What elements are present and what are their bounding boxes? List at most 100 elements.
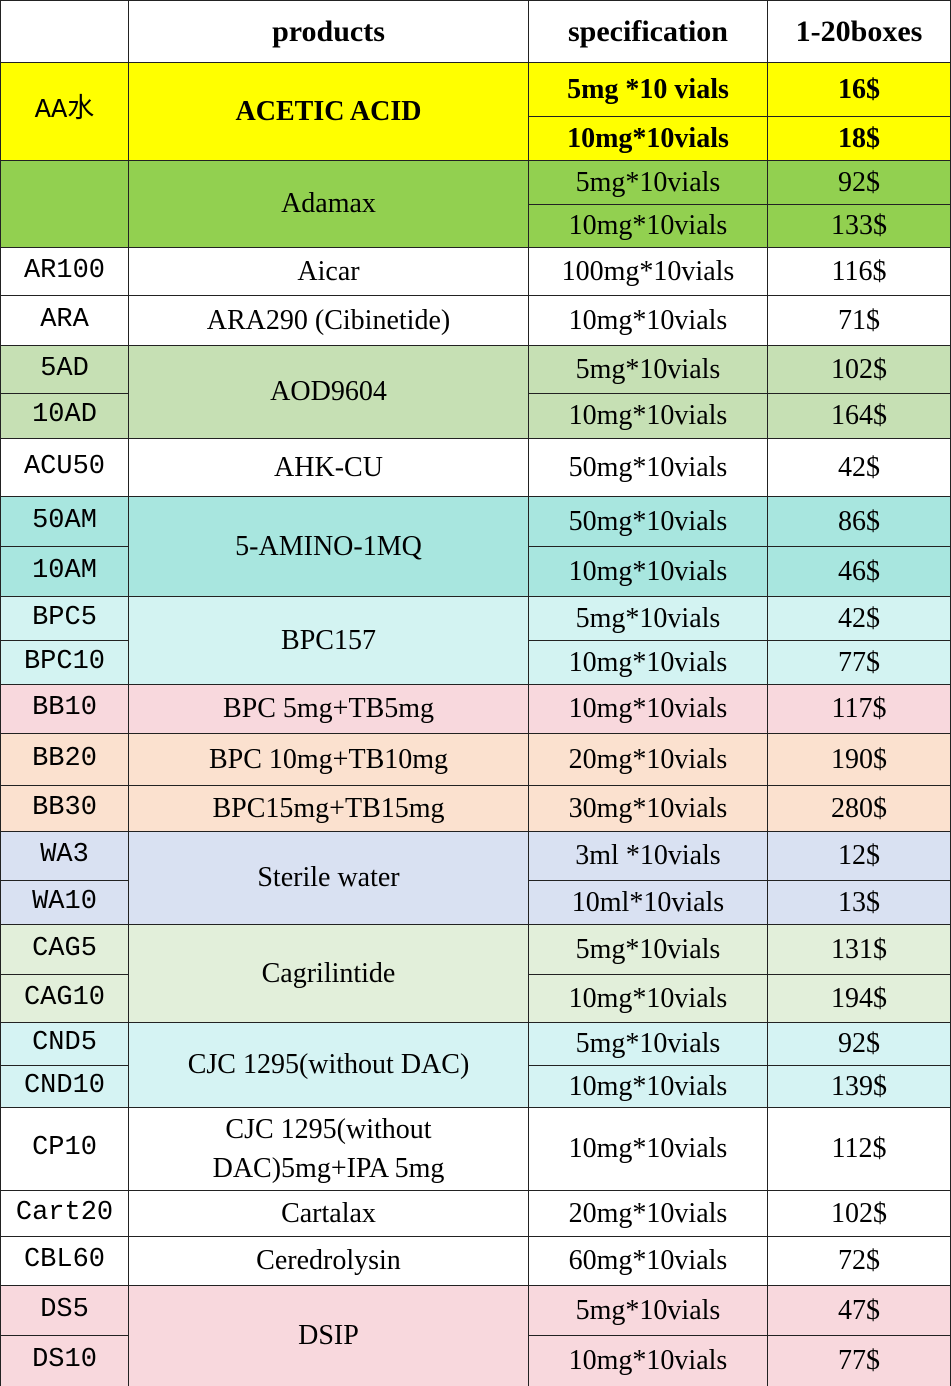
price: 117$ (768, 685, 951, 734)
code: DS10 (0, 1336, 129, 1386)
code: DS5 (0, 1286, 129, 1336)
product: BPC157 (129, 597, 529, 685)
code: WA10 (0, 881, 129, 925)
price: 46$ (768, 547, 951, 597)
price: 16$ (768, 63, 951, 117)
product: DSIP (129, 1286, 529, 1386)
product: BPC 10mg+TB10mg (129, 734, 529, 786)
specification: 5mg*10vials (529, 1286, 768, 1336)
specification: 10mg*10vials (529, 296, 768, 346)
code: CAG5 (0, 925, 129, 975)
price: 92$ (768, 161, 951, 205)
code: CP10 (0, 1108, 129, 1191)
price: 77$ (768, 1336, 951, 1386)
code: BPC10 (0, 641, 129, 685)
code: 10AM (0, 547, 129, 597)
specification: 10mg*10vials (529, 975, 768, 1023)
price: 194$ (768, 975, 951, 1023)
price: 18$ (768, 117, 951, 161)
specification: 5mg*10vials (529, 346, 768, 394)
code: CND10 (0, 1066, 129, 1108)
price: 131$ (768, 925, 951, 975)
product: BPC 5mg+TB5mg (129, 685, 529, 734)
product: CJC 1295(without DAC)5mg+IPA 5mg (129, 1108, 529, 1191)
specification: 5mg*10vials (529, 597, 768, 641)
price: 190$ (768, 734, 951, 786)
specification: 10mg*10vials (529, 1108, 768, 1191)
product: 5-AMINO-1MQ (129, 497, 529, 597)
code: BB20 (0, 734, 129, 786)
product: AOD9604 (129, 346, 529, 439)
price: 12$ (768, 832, 951, 881)
price: 139$ (768, 1066, 951, 1108)
price: 102$ (768, 1191, 951, 1237)
specification: 20mg*10vials (529, 734, 768, 786)
specification: 10mg*10vials (529, 641, 768, 685)
specification: 50mg*10vials (529, 439, 768, 497)
header-price: 1-20boxes (768, 0, 951, 63)
code: ACU50 (0, 439, 129, 497)
product: BPC15mg+TB15mg (129, 786, 529, 832)
code: CND5 (0, 1023, 129, 1066)
product: Ceredrolysin (129, 1237, 529, 1286)
price: 42$ (768, 439, 951, 497)
code (0, 161, 129, 248)
code: AA水 (0, 63, 129, 161)
product: AHK-CU (129, 439, 529, 497)
price: 133$ (768, 205, 951, 248)
specification: 5mg*10vials (529, 161, 768, 205)
product: CJC 1295(without DAC) (129, 1023, 529, 1108)
specification: 10mg*10vials (529, 547, 768, 597)
specification: 30mg*10vials (529, 786, 768, 832)
specification: 100mg*10vials (529, 248, 768, 296)
product: ACETIC ACID (129, 63, 529, 161)
specification: 10mg*10vials (529, 205, 768, 248)
price: 280$ (768, 786, 951, 832)
header-specification: specification (529, 0, 768, 63)
price: 47$ (768, 1286, 951, 1336)
specification: 10mg*10vials (529, 685, 768, 734)
code: BB10 (0, 685, 129, 734)
code: AR100 (0, 248, 129, 296)
header-blank (0, 0, 129, 63)
code: BPC5 (0, 597, 129, 641)
code: BB30 (0, 786, 129, 832)
price: 116$ (768, 248, 951, 296)
price: 86$ (768, 497, 951, 547)
product: Cagrilintide (129, 925, 529, 1023)
specification: 5mg*10vials (529, 1023, 768, 1066)
product: Adamax (129, 161, 529, 248)
code: 10AD (0, 394, 129, 439)
specification: 10mg*10vials (529, 1336, 768, 1386)
specification: 10mg*10vials (529, 394, 768, 439)
specification: 60mg*10vials (529, 1237, 768, 1286)
code: WA3 (0, 832, 129, 881)
specification: 50mg*10vials (529, 497, 768, 547)
code: ARA (0, 296, 129, 346)
price: 102$ (768, 346, 951, 394)
code: Cart20 (0, 1191, 129, 1237)
product: Cartalax (129, 1191, 529, 1237)
code: 50AM (0, 497, 129, 547)
specification: 10mg*10vials (529, 1066, 768, 1108)
product: ARA290 (Cibinetide) (129, 296, 529, 346)
price: 13$ (768, 881, 951, 925)
specification: 10mg*10vials (529, 117, 768, 161)
price: 164$ (768, 394, 951, 439)
specification: 5mg*10vials (529, 925, 768, 975)
header-products: products (129, 0, 529, 63)
price: 77$ (768, 641, 951, 685)
specification: 10ml*10vials (529, 881, 768, 925)
code: 5AD (0, 346, 129, 394)
specification: 20mg*10vials (529, 1191, 768, 1237)
price: 71$ (768, 296, 951, 346)
price: 42$ (768, 597, 951, 641)
price: 72$ (768, 1237, 951, 1286)
price: 112$ (768, 1108, 951, 1191)
product: Sterile water (129, 832, 529, 925)
price: 92$ (768, 1023, 951, 1066)
code: CBL60 (0, 1237, 129, 1286)
product: Aicar (129, 248, 529, 296)
specification: 5mg *10 vials (529, 63, 768, 117)
